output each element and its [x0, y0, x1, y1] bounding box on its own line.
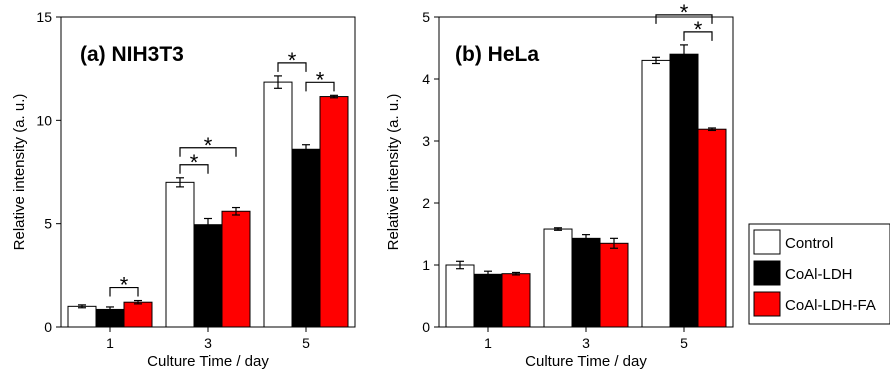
y-tick-label-hela: 0 — [422, 319, 430, 335]
bar-nih3t3 — [123, 301, 153, 328]
panel-title-hela: (b) HeLa — [455, 43, 539, 66]
y-axis-title-hela: Relative intensity (a. u.) — [385, 94, 402, 251]
significance-bracket-nih3t3 — [109, 286, 139, 297]
chart-panel-hela: 0 1 2 3 4 5 1 3 5 ** (b) HeLa Culture Time / day Rel… — [385, 0, 734, 370]
y-tick-label-hela: 3 — [422, 133, 430, 149]
y-tick-label-nih3t3: 10 — [36, 112, 52, 128]
bar-hela — [543, 228, 573, 328]
bar-hela — [571, 237, 601, 328]
significance-bracket-nih3t3 — [277, 62, 307, 72]
legend-label-coal-ldh-fa: CoAl-LDH-FA — [785, 297, 876, 314]
significance-star-hela: * — [680, 0, 689, 25]
significance-star-nih3t3: * — [204, 133, 213, 158]
y-tick-label-hela: 2 — [422, 195, 430, 211]
legend-label-control: Control — [785, 235, 833, 252]
x-tick-label-nih3t3: 3 — [204, 335, 212, 351]
bar-nih3t3 — [291, 148, 321, 328]
significance-bracket-nih3t3 — [179, 164, 209, 174]
bar-nih3t3 — [193, 224, 223, 328]
y-tick-label-hela: 4 — [422, 71, 430, 87]
bar-hela — [599, 242, 629, 328]
significance-star-nih3t3: * — [288, 48, 297, 73]
y-tick-label-nih3t3: 5 — [44, 216, 52, 232]
x-axis-title-hela: Culture Time / day — [525, 353, 647, 370]
legend: Control CoAl-LDH CoAl-LDH-FA — [748, 223, 890, 325]
y-axis-title-nih3t3: Relative intensity (a. u.) — [11, 94, 28, 251]
bar-hela — [641, 59, 671, 328]
x-tick-label-hela: 3 — [582, 335, 590, 351]
x-axis-title-nih3t3: Culture Time / day — [147, 353, 269, 370]
bar-nih3t3 — [319, 96, 349, 328]
significance-star-nih3t3: * — [190, 150, 199, 175]
y-tick-label-hela: 5 — [422, 9, 430, 25]
x-tick-label-hela: 5 — [680, 335, 688, 351]
bar-hela — [669, 53, 699, 328]
y-tick-label-hela: 1 — [422, 257, 430, 273]
significance-bracket-hela — [655, 14, 713, 24]
x-tick-label-nih3t3: 1 — [106, 335, 114, 351]
bar-hela — [697, 128, 727, 328]
bar-nih3t3 — [67, 305, 97, 328]
legend-swatch-control — [753, 229, 781, 255]
bar-hela — [473, 273, 503, 328]
panel-title-nih3t3: (a) NIH3T3 — [80, 43, 184, 66]
x-tick-label-nih3t3: 5 — [302, 335, 310, 351]
x-tick-label-hela: 1 — [484, 335, 492, 351]
y-tick-label-nih3t3: 15 — [36, 9, 52, 25]
y-tick-label-nih3t3: 0 — [44, 319, 52, 335]
significance-star-nih3t3: * — [120, 273, 129, 298]
significance-star-hela: * — [694, 17, 703, 42]
significance-bracket-hela — [683, 31, 713, 41]
significance-bracket-nih3t3 — [179, 147, 237, 157]
significance-star-nih3t3: * — [316, 67, 325, 92]
legend-label-coal-ldh: CoAl-LDH — [785, 266, 853, 283]
legend-swatch-coal-ldh — [753, 260, 781, 286]
bar-nih3t3 — [263, 81, 293, 328]
legend-swatch-coal-ldh-fa — [753, 291, 781, 317]
bar-nih3t3 — [165, 181, 195, 328]
significance-bracket-nih3t3 — [305, 81, 335, 92]
bar-hela — [501, 273, 531, 328]
bar-nih3t3 — [221, 210, 251, 328]
bar-hela — [445, 264, 475, 328]
